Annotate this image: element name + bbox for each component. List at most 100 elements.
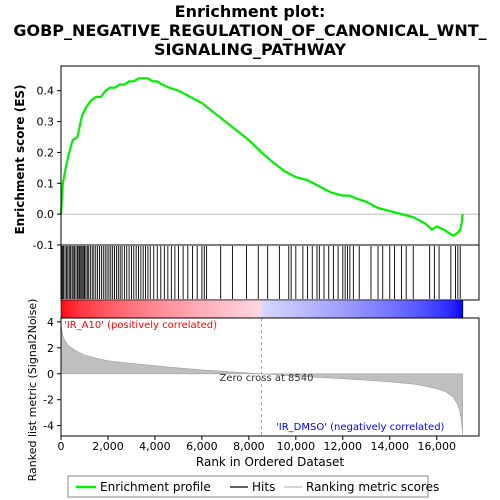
heat-slice	[412, 300, 417, 318]
heat-slice	[251, 300, 256, 318]
heat-slice	[432, 300, 437, 318]
heat-slice	[161, 300, 166, 318]
heat-slice	[221, 300, 226, 318]
heat-slice	[158, 300, 162, 318]
negative-label: 'IR_DMSO' (negatively correlated)	[276, 422, 445, 433]
hits-frame	[60, 244, 480, 301]
zero-cross-label: Zero cross at 8540	[220, 373, 314, 384]
heat-slice	[392, 300, 397, 318]
heat-slice	[194, 300, 199, 318]
rank-heatmap-bar	[60, 299, 464, 319]
heat-slice	[459, 300, 464, 318]
heat-slice	[368, 300, 373, 318]
heat-slice	[275, 300, 280, 318]
heat-slice	[94, 300, 99, 318]
heat-slice	[81, 300, 86, 318]
heat-slice	[419, 300, 424, 318]
positive-label: 'IR_A10' (positively correlated)	[64, 320, 217, 331]
heat-slice	[395, 300, 400, 318]
heat-slice	[101, 300, 106, 318]
heat-slice	[278, 300, 283, 318]
title-line-1: Enrichment plot:	[174, 2, 326, 21]
es-profile-line	[59, 77, 464, 238]
xtick-label: 4,000	[139, 440, 171, 453]
heat-slice	[405, 300, 410, 318]
heat-slice	[84, 300, 89, 318]
heat-slice	[355, 300, 360, 318]
heat-slice	[455, 300, 460, 318]
heat-slice	[224, 300, 229, 318]
heat-slice	[402, 300, 407, 318]
heat-slice	[265, 300, 270, 318]
es-ytick-label: 0.4	[37, 85, 55, 98]
heat-slice	[245, 300, 249, 318]
heat-slice	[208, 300, 213, 318]
heat-slice	[352, 300, 357, 318]
heat-slice	[174, 300, 179, 318]
heat-slice	[325, 300, 330, 318]
metric-area	[60, 324, 463, 435]
heat-slice	[439, 300, 444, 318]
heat-slice	[127, 300, 132, 318]
heat-slice	[332, 300, 337, 318]
heat-slice	[281, 300, 286, 318]
heat-slice	[375, 300, 380, 318]
heat-slice	[111, 300, 116, 318]
heat-slice	[218, 300, 223, 318]
heat-slice	[261, 300, 266, 318]
title-line-3: SIGNALING_PATHWAY	[153, 40, 347, 59]
heat-slice	[372, 300, 377, 318]
heat-slice	[388, 300, 393, 318]
heat-slice	[398, 300, 403, 318]
heat-slice	[315, 300, 320, 318]
es-ylabel: Enrichment score (ES)	[13, 84, 27, 234]
axes: 0 2,000 4,000 6,000 8,000 10,000 12,000 14,000 1…	[58, 436, 456, 469]
heat-slice	[117, 300, 122, 318]
heat-slice	[91, 300, 96, 318]
title-line-2: GOBP_NEGATIVE_REGULATION_OF_CANONICAL_WN…	[13, 21, 487, 40]
heat-slice	[228, 300, 233, 318]
heat-slice	[74, 300, 79, 318]
heat-slice	[168, 300, 173, 318]
heat-slice	[238, 300, 243, 318]
heat-slice	[171, 300, 176, 318]
metric-ylabel: Ranked list metric (Signal2Noise)	[26, 299, 39, 482]
heat-slice	[124, 300, 129, 318]
heat-slice	[322, 300, 326, 318]
xtick-label: 8,000	[233, 440, 265, 453]
heat-slice	[291, 300, 296, 318]
metric-frame	[60, 317, 480, 437]
heat-slice	[154, 300, 159, 318]
heat-slice	[107, 300, 112, 318]
x-axis-label: Rank in Ordered Dataset	[196, 455, 344, 469]
heat-slice	[378, 300, 383, 318]
heat-slice	[285, 300, 290, 318]
metric-ytick-label: 2	[47, 342, 54, 355]
heat-slice	[241, 300, 246, 318]
es-ytick-label: 0.0	[37, 208, 55, 221]
metric-ytick-label: 4	[47, 316, 54, 329]
heat-slice	[188, 300, 193, 318]
heat-slice	[442, 300, 447, 318]
heat-slice	[409, 300, 413, 318]
heat-slice	[141, 300, 146, 318]
heat-slice	[335, 300, 340, 318]
es-ytick-label: 0.1	[37, 177, 55, 190]
es-ytick-label: 0.2	[37, 146, 55, 159]
heat-slice	[198, 300, 203, 318]
heat-slice	[295, 300, 300, 318]
heat-slice	[144, 300, 149, 318]
heat-slice	[301, 300, 306, 318]
heat-slice	[248, 300, 253, 318]
heat-slice	[271, 300, 276, 318]
heat-slice	[422, 300, 427, 318]
heat-slice	[385, 300, 390, 318]
legend-ranking-label: Ranking metric scores	[306, 480, 439, 494]
heat-slice	[77, 300, 82, 318]
heat-slice	[382, 300, 387, 318]
heat-slice	[429, 300, 434, 318]
heat-slice	[131, 300, 136, 318]
heat-slice	[358, 300, 363, 318]
heat-slice	[204, 300, 209, 318]
